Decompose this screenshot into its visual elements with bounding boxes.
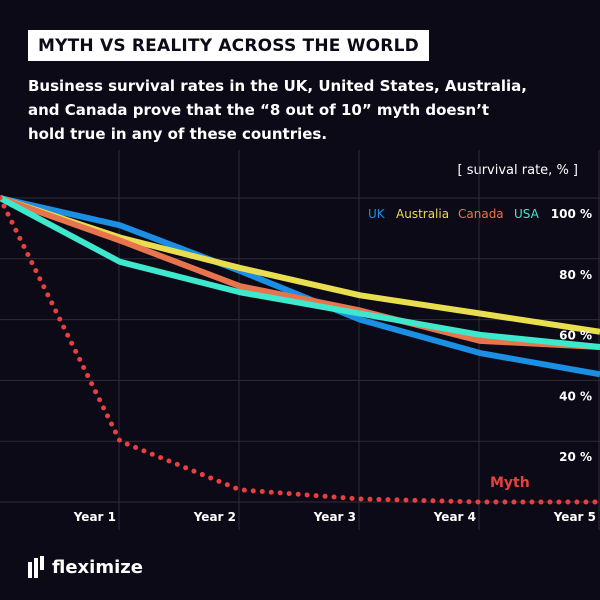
fleximize-logo-icon: [28, 556, 44, 578]
x-tick-label: Year 3: [313, 510, 356, 524]
y-tick-label: 20 %: [559, 450, 592, 464]
brand-logo: fleximize: [28, 556, 143, 578]
brand-name: fleximize: [52, 556, 143, 578]
grid-layer: [0, 150, 600, 530]
legend-item-canada: Canada: [458, 207, 504, 221]
legend-item-usa: USA: [514, 207, 540, 221]
series-line-usa: [0, 195, 600, 350]
legend-item-uk: UK: [368, 207, 386, 221]
y-tick-label: 60 %: [559, 329, 592, 343]
x-tick-label: Year 1: [73, 510, 116, 524]
chart-title: MYTH VS REALITY ACROSS THE WORLD: [28, 30, 429, 61]
y-tick-label: 100 %: [551, 207, 592, 221]
unit-label: [ survival rate, % ]: [457, 163, 579, 178]
legend-item-australia: Australia: [396, 207, 449, 221]
series-line-uk: [0, 195, 600, 378]
x-tick-label: Year 5: [553, 510, 596, 524]
x-tick-label: Year 2: [193, 510, 236, 524]
y-tick-label: 80 %: [559, 268, 592, 282]
y-tick-label: 40 %: [559, 389, 592, 403]
x-tick-label: Year 4: [433, 510, 476, 524]
label-layer: 20 % 40 % 60 % 80 % 100 % Year 1 Year 2 Year 3 Y…: [73, 207, 596, 524]
myth-series-label: Myth: [490, 475, 530, 491]
chart-subtitle: Business survival rates in the UK, Unite…: [28, 77, 527, 143]
series-line-myth: [0, 195, 600, 505]
series-line-canada: [0, 195, 600, 350]
series-layer: [0, 195, 600, 505]
